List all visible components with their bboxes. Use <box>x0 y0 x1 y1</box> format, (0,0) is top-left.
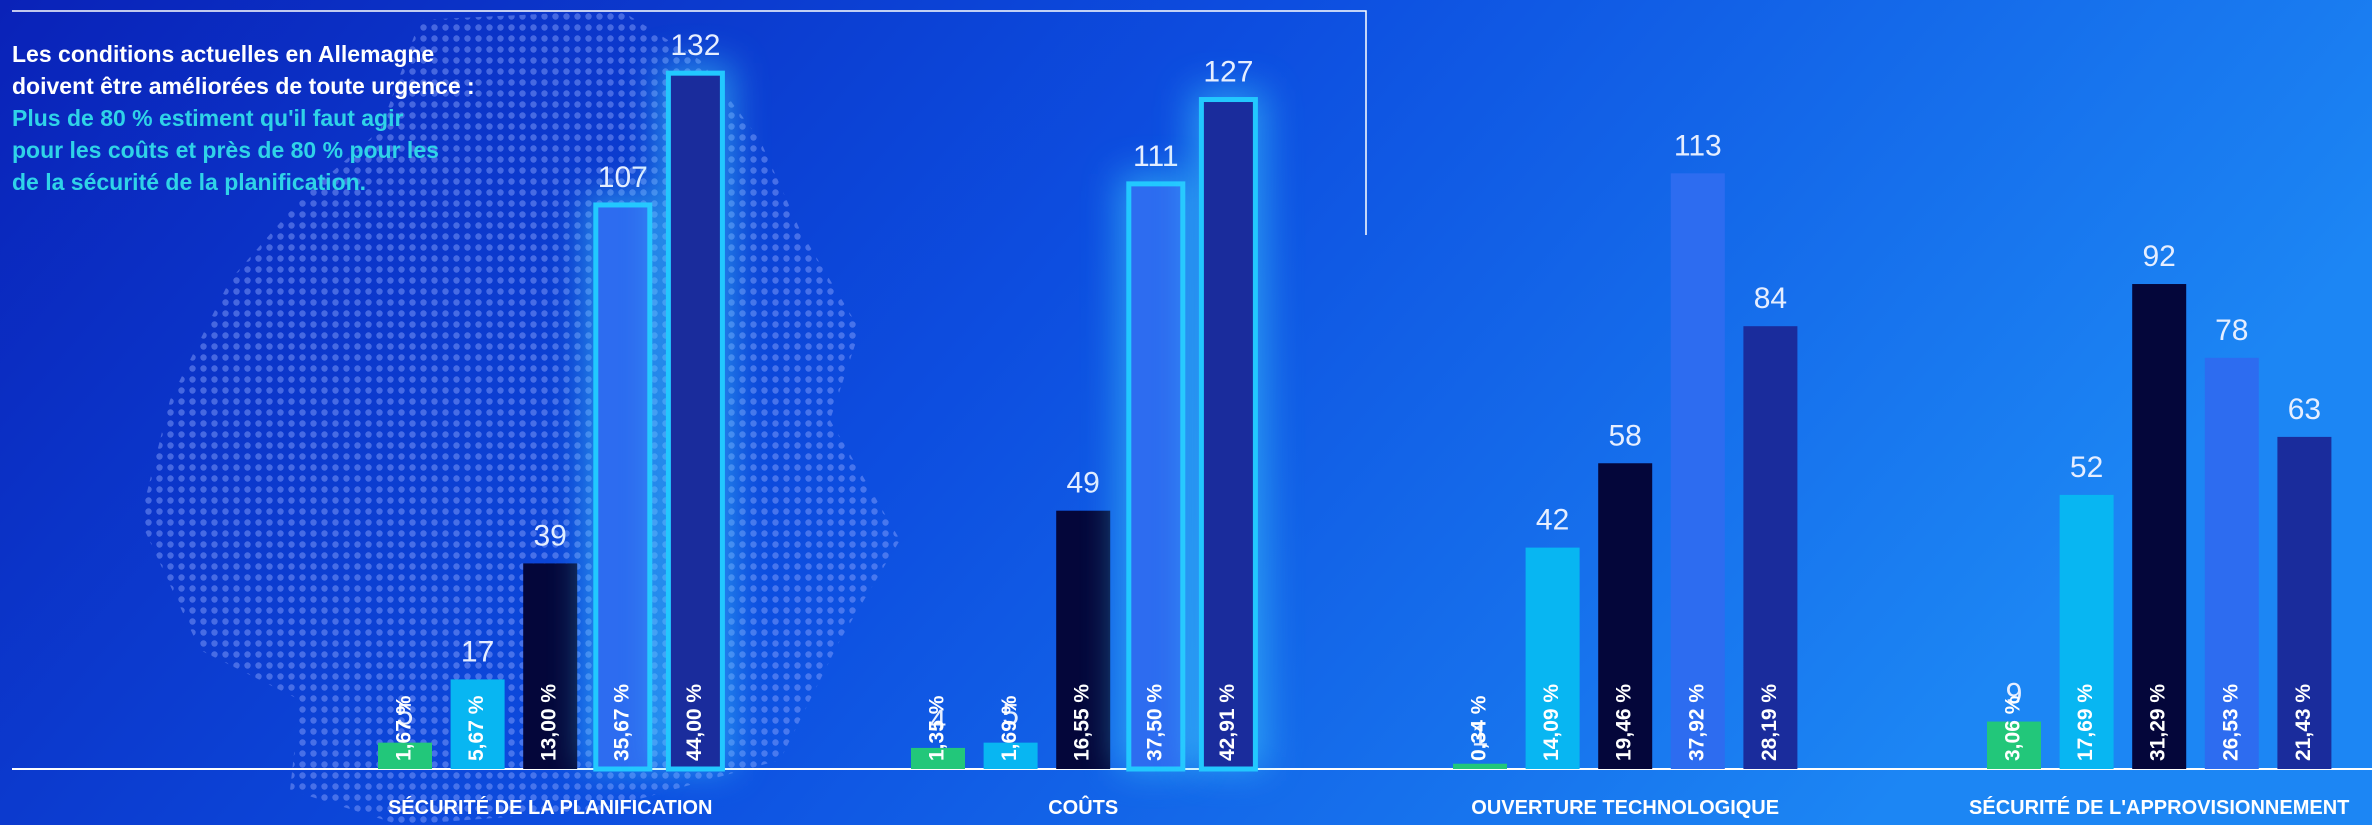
share-label: 26,53 % <box>2219 684 2242 761</box>
category-label: COÛTS <box>1048 795 1118 819</box>
subtitle-line: Plus de 80 % estiment qu'il faut agir <box>12 105 403 131</box>
bar <box>983 742 1038 769</box>
share-label: 21,43 % <box>2292 684 2315 761</box>
bar <box>1525 547 1580 769</box>
value-label: 84 <box>1754 282 1787 315</box>
share-label: 44,00 % <box>683 684 706 761</box>
share-label: 28,19 % <box>1758 684 1781 761</box>
share-label: 3,06 % <box>2002 695 2025 761</box>
bar <box>2132 284 2187 769</box>
bar <box>911 747 965 769</box>
bar <box>2204 357 2259 769</box>
bar <box>2277 436 2332 769</box>
share-label: 37,50 % <box>1143 684 1166 761</box>
bar <box>1056 510 1111 769</box>
share-label: 37,92 % <box>1685 684 1708 761</box>
share-label: 16,55 % <box>1071 684 1094 761</box>
bar <box>450 679 505 769</box>
value-label: 127 <box>1203 56 1253 89</box>
category-label: SÉCURITÉ DE LA PLANIFICATION <box>388 796 712 819</box>
value-label: 1 <box>1472 720 1489 753</box>
share-label: 1,67 % <box>393 695 416 761</box>
share-label: 35,67 % <box>610 684 633 761</box>
share-label: 14,09 % <box>1540 684 1563 761</box>
bar <box>2059 494 2114 769</box>
bar <box>378 742 432 769</box>
value-label: 49 <box>1067 467 1100 500</box>
frame-line <box>12 10 1367 235</box>
value-label: 58 <box>1609 419 1642 452</box>
value-label: 42 <box>1536 504 1569 537</box>
bar <box>1198 97 1258 772</box>
category-label: OUVERTURE TECHNOLOGIQUE <box>1471 797 1779 819</box>
share-label: 19,46 % <box>1613 684 1636 761</box>
bar <box>1598 463 1653 769</box>
share-label: 17,69 % <box>2074 684 2097 761</box>
value-label: 4 <box>930 704 947 737</box>
value-label: 17 <box>461 635 494 668</box>
value-label: 107 <box>598 161 648 194</box>
bar <box>1743 326 1798 769</box>
subtitle-line: de la sécurité de la planification. <box>12 169 366 195</box>
category-label: SÉCURITÉ DE L'APPROVISIONNEMENT <box>1969 796 2349 819</box>
share-label: 1,35 % <box>926 695 949 761</box>
value-label: 78 <box>2215 314 2248 347</box>
value-label: 52 <box>2070 451 2103 484</box>
value-label: 92 <box>2143 240 2176 273</box>
share-label: 31,29 % <box>2147 684 2170 761</box>
value-label: 113 <box>1674 129 1722 162</box>
bar <box>1453 763 1507 769</box>
title-line: doivent être améliorées de toute urgence… <box>12 73 475 99</box>
title-line: Les conditions actuelles en Allemagne <box>12 41 434 67</box>
value-label: 9 <box>2006 678 2023 711</box>
share-label: 42,91 % <box>1216 684 1239 761</box>
bar <box>593 202 653 772</box>
value-label: 111 <box>1133 140 1179 173</box>
value-label: 132 <box>670 29 720 62</box>
value-label: 5 <box>1002 699 1019 732</box>
value-label: 39 <box>534 519 567 552</box>
share-label: 5,67 % <box>465 695 488 761</box>
bar <box>1126 181 1186 772</box>
bar <box>1670 173 1725 770</box>
bar <box>665 70 725 772</box>
bar <box>523 563 578 769</box>
share-label: 13,00 % <box>538 684 561 761</box>
value-label: 5 <box>397 699 414 732</box>
subtitle-line: pour les coûts et près de 80 % pour les <box>12 137 439 163</box>
value-label: 63 <box>2288 393 2321 426</box>
share-label: 1,69 % <box>998 695 1021 761</box>
share-label: 0,34 % <box>1468 695 1491 761</box>
bar <box>1987 721 2041 769</box>
